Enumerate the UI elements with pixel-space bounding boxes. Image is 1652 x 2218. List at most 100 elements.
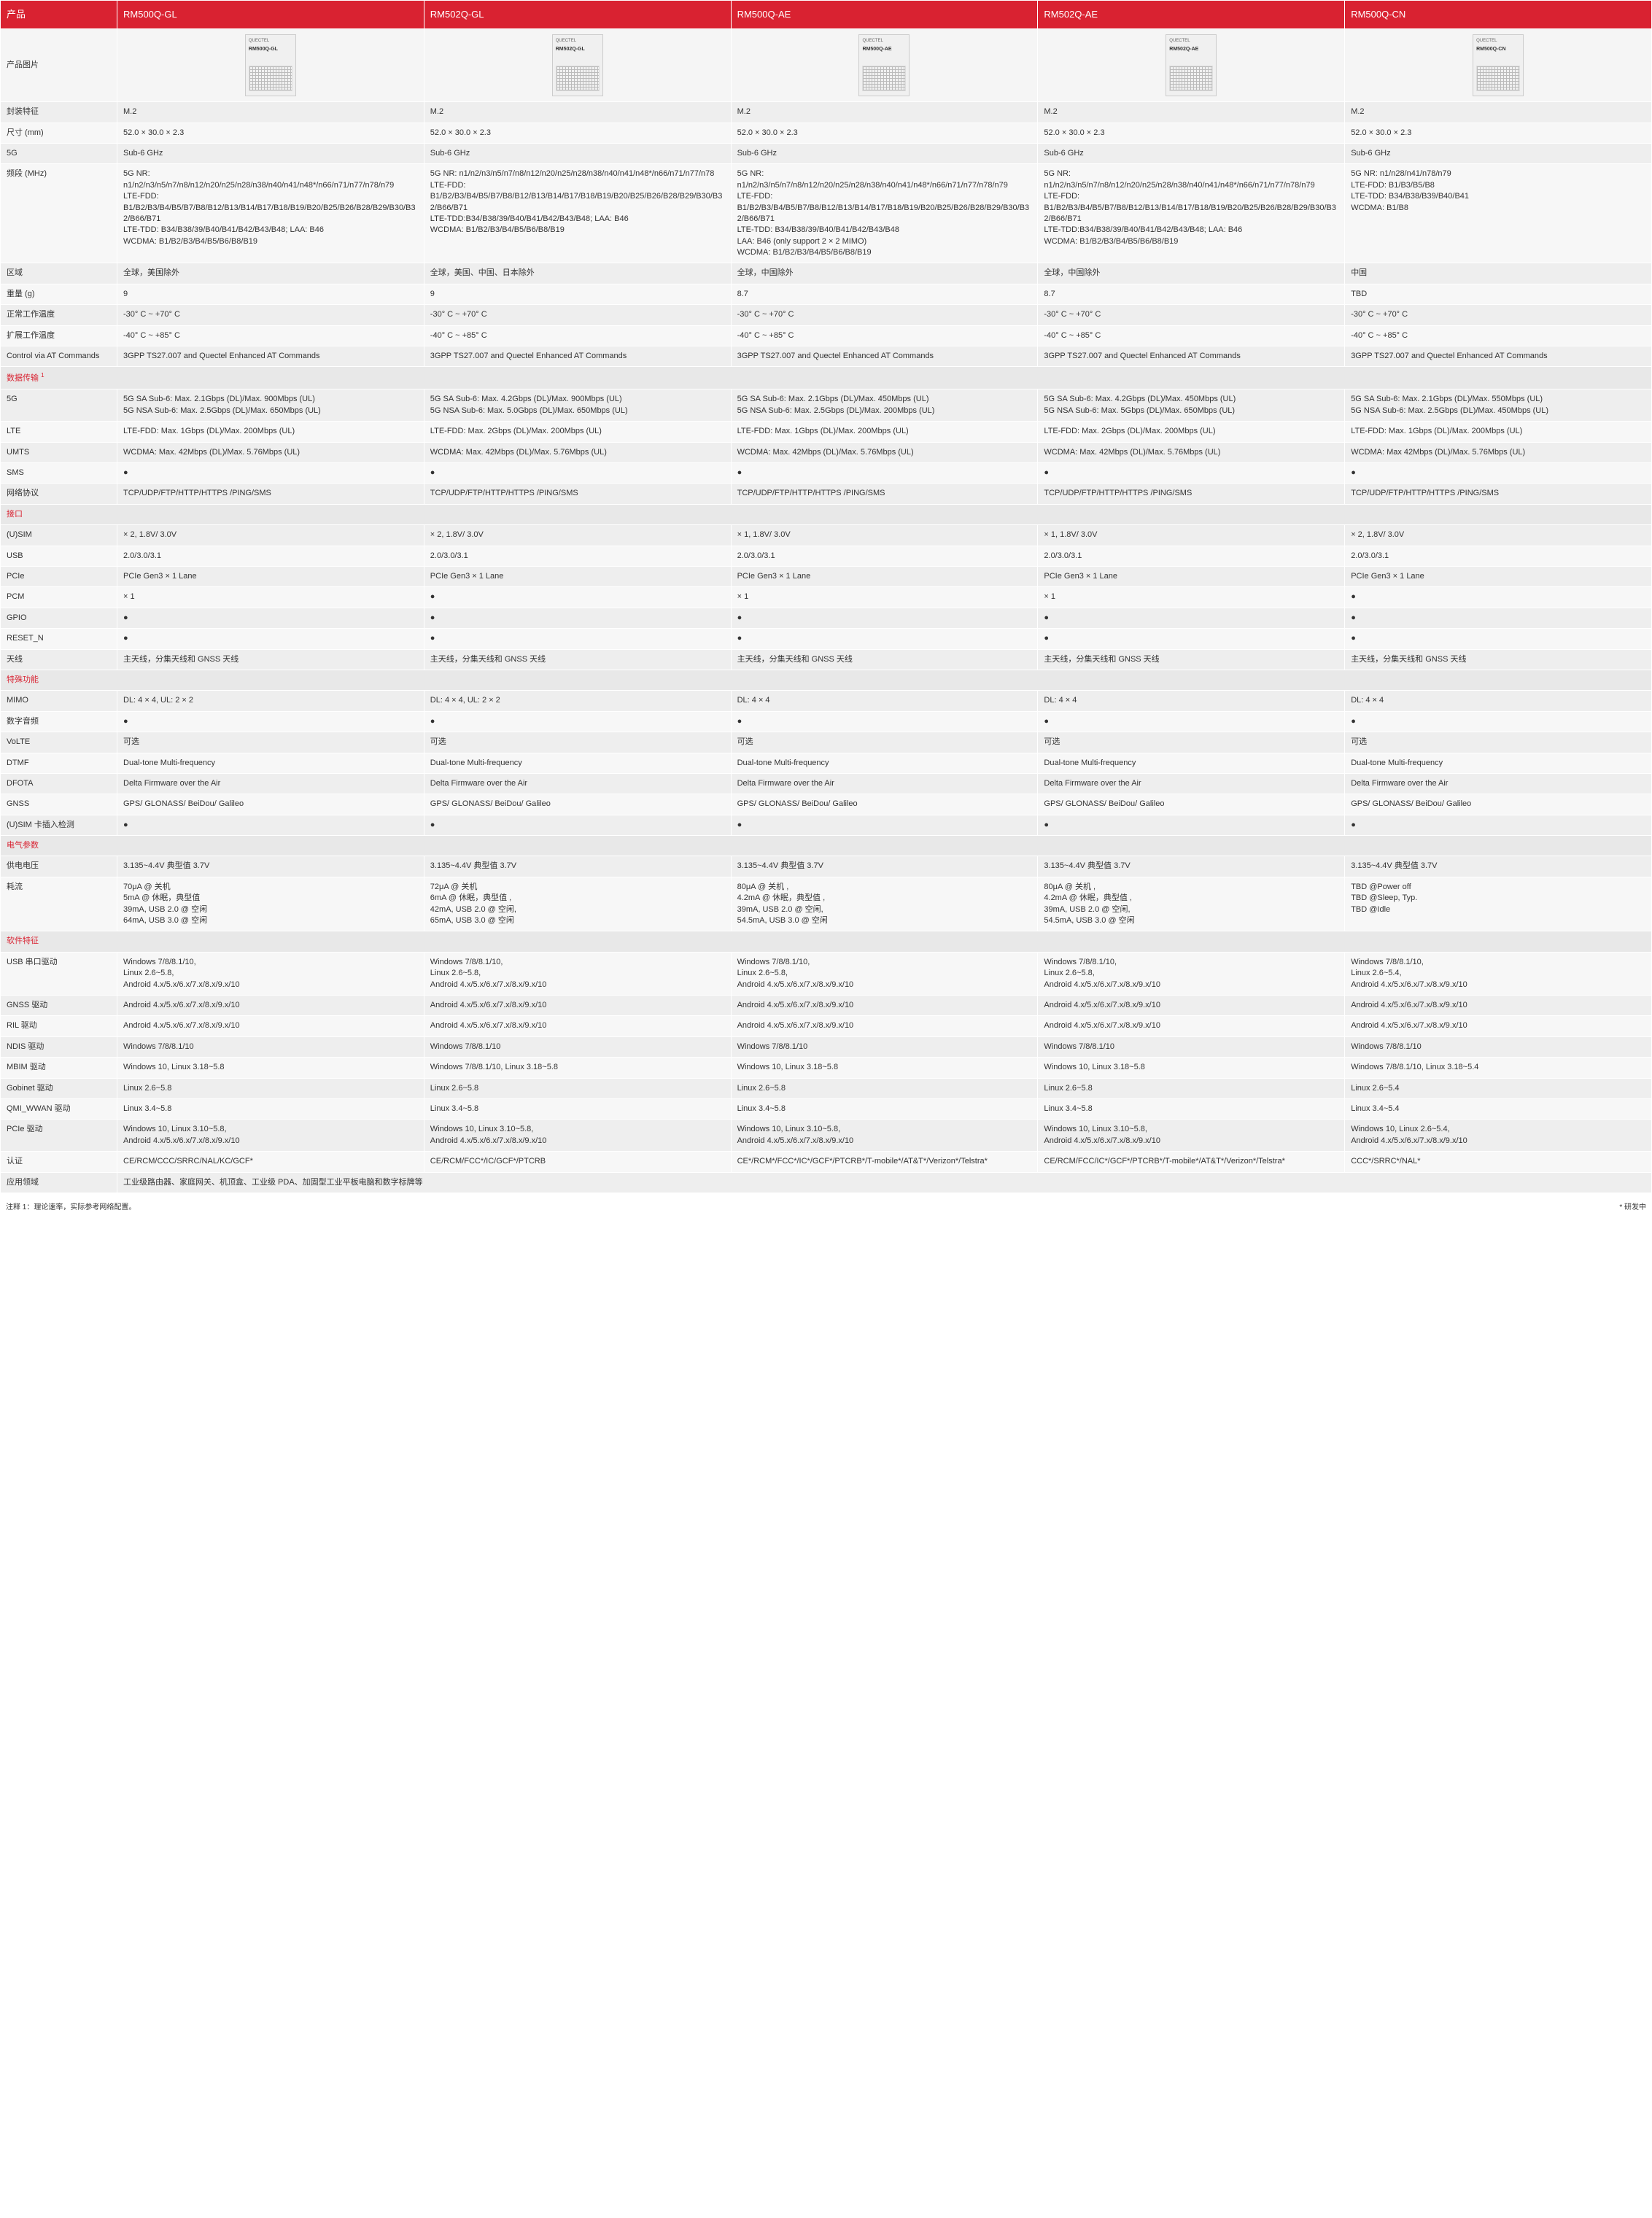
cell: -40° C ~ +85° C	[1345, 325, 1652, 346]
cell: -40° C ~ +85° C	[117, 325, 424, 346]
cell: 5G SA Sub-6: Max. 4.2Gbps (DL)/Max. 900M…	[424, 389, 731, 422]
cell: ●	[1038, 815, 1345, 835]
cell: 中国	[1345, 263, 1652, 284]
col-p3: RM500Q-AE	[731, 1, 1038, 29]
row-label: 5G	[1, 143, 117, 163]
cell: 52.0 × 30.0 × 2.3	[424, 123, 731, 143]
cell: Windows 10, Linux 3.10~5.8,Android 4.x/5…	[117, 1120, 424, 1152]
cell: WCDMA: Max. 42Mbps (DL)/Max. 5.76Mbps (U…	[117, 442, 424, 462]
row-ndis: NDIS 驱动Windows 7/8/8.1/10Windows 7/8/8.1…	[1, 1036, 1652, 1057]
cell: LTE-FDD: Max. 1Gbps (DL)/Max. 200Mbps (U…	[117, 422, 424, 442]
cell: TCP/UDP/FTP/HTTP/HTTPS /PING/SMS	[117, 484, 424, 504]
cell: Windows 7/8/8.1/10	[1038, 1036, 1345, 1057]
cell: 3.135~4.4V 典型值 3.7V	[424, 856, 731, 877]
cell: Windows 7/8/8.1/10	[117, 1036, 424, 1057]
row-region: 区域全球，美国除外全球，美国、中国、日本除外全球，中国除外全球，中国除外中国	[1, 263, 1652, 284]
row-volt: 供电电压3.135~4.4V 典型值 3.7V3.135~4.4V 典型值 3.…	[1, 856, 1652, 877]
cell: × 1, 1.8V/ 3.0V	[731, 525, 1038, 546]
cell: DL: 4 × 4, UL: 2 × 2	[424, 691, 731, 711]
cell: Windows 10, Linux 3.10~5.8,Android 4.x/5…	[731, 1120, 1038, 1152]
cell: ●	[424, 629, 731, 649]
cell: 5G NR: n1/n2/n3/n5/n7/n8/n12/n20/n25/n28…	[731, 164, 1038, 263]
cell: × 2, 1.8V/ 3.0V	[424, 525, 731, 546]
cell: -40° C ~ +85° C	[1038, 325, 1345, 346]
module-image: QUECTELRM502Q-AE	[1166, 34, 1217, 96]
cell: 52.0 × 30.0 × 2.3	[1038, 123, 1345, 143]
cell: 2.0/3.0/3.1	[424, 546, 731, 566]
cell: 全球，美国除外	[117, 263, 424, 284]
cell: Android 4.x/5.x/6.x/7.x/8.x/9.x/10	[1345, 995, 1652, 1015]
cell: 3.135~4.4V 典型值 3.7V	[1345, 856, 1652, 877]
cell: Linux 2.6~5.4	[1345, 1078, 1652, 1098]
cell: TBD @Power offTBD @Sleep, Typ.TBD @Idle	[1345, 877, 1652, 931]
row-label: GPIO	[1, 608, 117, 628]
cell: ●	[731, 608, 1038, 628]
cell: ●	[424, 608, 731, 628]
cell: LTE-FDD: Max. 2Gbps (DL)/Max. 200Mbps (U…	[424, 422, 731, 442]
row-ant: 天线主天线，分集天线和 GNSS 天线主天线，分集天线和 GNSS 天线主天线，…	[1, 649, 1652, 670]
row-usim: (U)SIM× 2, 1.8V/ 3.0V× 2, 1.8V/ 3.0V× 1,…	[1, 525, 1652, 546]
col-p4: RM502Q-AE	[1038, 1, 1345, 29]
cell: PCIe Gen3 × 1 Lane	[731, 567, 1038, 587]
row-label: USB 串口驱动	[1, 952, 117, 995]
cell: ●	[731, 815, 1038, 835]
cell: 可选	[731, 732, 1038, 753]
cell: M.2	[1345, 102, 1652, 123]
row-dfota: DFOTADelta Firmware over the AirDelta Fi…	[1, 773, 1652, 794]
cell: Dual-tone Multi-frequency	[117, 753, 424, 773]
row-at: Control via AT Commands3GPP TS27.007 and…	[1, 346, 1652, 367]
cell: Linux 2.6~5.8	[731, 1078, 1038, 1098]
cell: Sub-6 GHz	[424, 143, 731, 163]
cell: GPS/ GLONASS/ BeiDou/ Galileo	[117, 794, 424, 815]
cell: 52.0 × 30.0 × 2.3	[117, 123, 424, 143]
cell: 3.135~4.4V 典型值 3.7V	[1038, 856, 1345, 877]
cell: 2.0/3.0/3.1	[117, 546, 424, 566]
col-p2: RM502Q-GL	[424, 1, 731, 29]
cell: ●	[1038, 463, 1345, 484]
cell: LTE-FDD: Max. 1Gbps (DL)/Max. 200Mbps (U…	[731, 422, 1038, 442]
cell: WCDMA: Max. 42Mbps (DL)/Max. 5.76Mbps (U…	[1038, 442, 1345, 462]
row-label: 频段 (MHz)	[1, 164, 117, 263]
cell: ●	[1038, 608, 1345, 628]
cell: Linux 3.4~5.8	[731, 1098, 1038, 1119]
cell: 72μA @ 关机6mA @ 休眠，典型值 ,42mA, USB 2.0 @ 空…	[424, 877, 731, 931]
row-pkg: 封装特征M.2M.2M.2M.2M.2	[1, 102, 1652, 123]
footer: 注释 1：理论速率，实际参考网络配置。 * 研发中	[0, 1193, 1652, 1219]
cell: Dual-tone Multi-frequency	[424, 753, 731, 773]
cell: 3.135~4.4V 典型值 3.7V	[731, 856, 1038, 877]
cell: WCDMA: Max. 42Mbps (DL)/Max. 5.76Mbps (U…	[424, 442, 731, 462]
cell: 主天线，分集天线和 GNSS 天线	[1345, 649, 1652, 670]
cell: 2.0/3.0/3.1	[1038, 546, 1345, 566]
row-label: VoLTE	[1, 732, 117, 753]
cell: Windows 7/8/8.1/10	[424, 1036, 731, 1057]
cell: 工业级路由器、家庭网关、机顶盒、工业级 PDA、加固型工业平板电脑和数字标牌等	[117, 1172, 1652, 1193]
row-label: 正常工作温度	[1, 305, 117, 325]
row-temp1: 正常工作温度-30° C ~ +70° C-30° C ~ +70° C-30°…	[1, 305, 1652, 325]
cell: Windows 7/8/8.1/10	[731, 1036, 1038, 1057]
row-fiveg: 5GSub-6 GHzSub-6 GHzSub-6 GHzSub-6 GHzSu…	[1, 143, 1652, 163]
cell: Delta Firmware over the Air	[424, 773, 731, 794]
row-umts: UMTSWCDMA: Max. 42Mbps (DL)/Max. 5.76Mbp…	[1, 442, 1652, 462]
row-label: 网络协议	[1, 484, 117, 504]
section-data: 数据传输 1	[1, 367, 1652, 389]
cell: ●	[731, 463, 1038, 484]
cell: Windows 7/8/8.1/10,Linux 2.6~5.8,Android…	[1038, 952, 1345, 995]
row-proto: 网络协议TCP/UDP/FTP/HTTP/HTTPS /PING/SMSTCP/…	[1, 484, 1652, 504]
cell: ●	[117, 463, 424, 484]
spec-table: 产品 RM500Q-GL RM502Q-GL RM500Q-AE RM502Q-…	[0, 0, 1652, 1193]
row-d5g: 5G5G SA Sub-6: Max. 2.1Gbps (DL)/Max. 90…	[1, 389, 1652, 422]
row-label: NDIS 驱动	[1, 1036, 117, 1057]
row-pciedrv: PCIe 驱动Windows 10, Linux 3.10~5.8,Androi…	[1, 1120, 1652, 1152]
row-label: RIL 驱动	[1, 1016, 117, 1036]
cell: ●	[117, 608, 424, 628]
cell: Dual-tone Multi-frequency	[1345, 753, 1652, 773]
cell: Windows 7/8/8.1/10,Linux 2.6~5.8,Android…	[117, 952, 424, 995]
cell: Sub-6 GHz	[731, 143, 1038, 163]
cell: 80μA @ 关机 ,4.2mA @ 休眠，典型值 ,39mA, USB 2.0…	[731, 877, 1038, 931]
cell: Windows 10, Linux 3.10~5.8,Android 4.x/5…	[424, 1120, 731, 1152]
cell: Linux 2.6~5.8	[117, 1078, 424, 1098]
cell: ●	[1038, 711, 1345, 732]
row-label: MBIM 驱动	[1, 1058, 117, 1078]
cell: Sub-6 GHz	[1345, 143, 1652, 163]
cell: 9	[117, 284, 424, 304]
